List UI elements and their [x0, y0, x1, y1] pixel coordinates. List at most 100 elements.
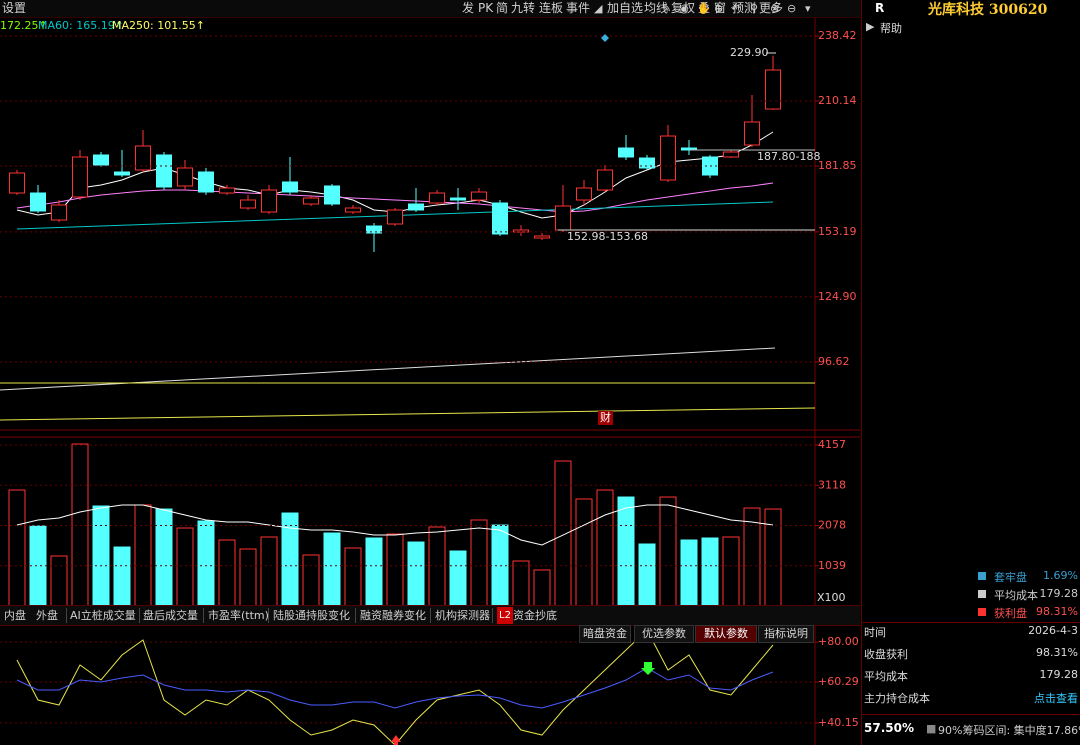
signal-up: [391, 735, 401, 745]
table-label: 时间: [864, 626, 886, 639]
volume-bar: [176, 527, 194, 607]
toolbar-icon[interactable]: ◉: [679, 2, 689, 15]
divider: [862, 714, 1080, 715]
tab-separator: [355, 608, 356, 623]
y-tick-label: 1039: [818, 559, 846, 572]
volume-bar: [344, 547, 362, 607]
toolbar-icon[interactable]: ✋: [697, 2, 711, 15]
toolbar-button[interactable]: 复权: [671, 1, 696, 15]
candle-body: [198, 171, 214, 193]
volume-bar: [428, 526, 446, 607]
tab-separator: [268, 608, 269, 623]
toolbar-button[interactable]: 发: [462, 1, 475, 15]
y-tick-label: 153.19: [818, 225, 857, 238]
tab[interactable]: 机构探测器: [435, 609, 490, 622]
toolbar-button[interactable]: 更多: [759, 1, 784, 15]
y-tick-label: +40.15: [818, 716, 859, 729]
volume-bar: [29, 525, 47, 607]
indicator-button[interactable]: 暗盘资金: [579, 625, 631, 643]
tab[interactable]: 陆股通持股变化: [273, 609, 350, 622]
indicator-line: [16, 629, 774, 745]
chip-square: ■: [926, 722, 937, 735]
right-panel: [861, 0, 1080, 745]
volume-bar: [722, 536, 740, 607]
y-tick-label: 2078: [818, 519, 846, 532]
candle-body: [93, 154, 109, 166]
table-value: 179.28: [1039, 668, 1079, 681]
tab[interactable]: AI立桩成交量: [70, 609, 136, 622]
volume-bar: [218, 539, 236, 607]
volume-bar: [113, 546, 131, 607]
y-tick-label: +80.00: [818, 635, 859, 648]
legend-value: 1.69%: [1043, 569, 1078, 582]
toolbar-icon[interactable]: ⚲: [750, 2, 759, 15]
y-tick-label: +60.29: [818, 675, 859, 688]
volume-bar: [680, 539, 698, 607]
unit-label: X100: [817, 591, 846, 604]
indicator-button[interactable]: 默认参数: [695, 625, 757, 643]
legend-value: 179.28: [1039, 587, 1079, 600]
tab[interactable]: 融资融券变化: [360, 609, 426, 622]
toolbar-button[interactable]: 叠: [698, 1, 711, 15]
legend-name: 获利盘: [994, 607, 1027, 620]
stock-title: 光库科技 300620: [928, 2, 1048, 18]
volume-bar: [596, 489, 614, 607]
toolbar-icon[interactable]: ⊕: [714, 2, 724, 15]
ma-legend-item: MA60: 165.19↑: [38, 19, 124, 32]
tab[interactable]: 外盘: [36, 609, 58, 622]
toolbar-button[interactable]: 窗: [714, 1, 727, 15]
table-value[interactable]: 点击查看: [1034, 692, 1078, 705]
ma-line: [0, 347, 776, 391]
toolbar-icon[interactable]: ⊗: [770, 2, 780, 15]
toolbar-button[interactable]: 连板: [539, 1, 564, 15]
toolbar-icon[interactable]: ✎: [662, 2, 672, 15]
ma-line: [0, 407, 815, 421]
tab[interactable]: 资金抄底: [513, 609, 557, 622]
candle-body: [303, 197, 319, 205]
marker: [601, 34, 609, 42]
annotation: 229.90: [730, 46, 769, 59]
volume-bar: [554, 460, 572, 607]
toolbar: [0, 0, 860, 18]
ma-legend-item: MA250: 101.55↑: [112, 19, 205, 32]
indicator-line: [16, 667, 774, 709]
toolbar-button[interactable]: 加自选: [607, 1, 644, 15]
candle-body: [387, 209, 403, 225]
tab[interactable]: 内盘: [4, 609, 26, 622]
tab-separator: [430, 608, 431, 623]
candle-body: [681, 147, 697, 151]
annotation: 152.98-153.68: [567, 230, 648, 243]
tab-separator: [492, 608, 493, 623]
legend-name: 平均成本: [994, 589, 1038, 602]
toolbar-button[interactable]: PK: [478, 1, 494, 15]
help-button[interactable]: 帮助: [880, 22, 902, 35]
y-tick-label: 181.85: [818, 159, 857, 172]
volume-bar: [470, 519, 488, 607]
legend-value: 98.31%: [1036, 605, 1078, 618]
y-tick-label: 4157: [818, 438, 846, 451]
candle-body: [555, 205, 571, 231]
volume-bar: [71, 443, 89, 607]
tab-separator: [139, 608, 140, 623]
toolbar-icon[interactable]: ↶: [731, 2, 741, 15]
tab[interactable]: 市盈率(ttm): [208, 609, 269, 622]
toolbar-button[interactable]: 预测: [732, 1, 757, 15]
toolbar-icon[interactable]: ⊖: [787, 2, 797, 15]
tab-separator: [203, 608, 204, 623]
toolbar-button[interactable]: 事件: [566, 1, 591, 15]
table-value: 98.31%: [1036, 646, 1078, 659]
candle-body: [51, 204, 67, 221]
toolbar-icon[interactable]: ▾: [805, 2, 811, 15]
volume-bar: [701, 537, 719, 607]
volume-bar: [407, 541, 425, 607]
toolbar-button[interactable]: 九转: [511, 1, 536, 15]
indicator-button[interactable]: 指标说明: [758, 625, 814, 643]
toolbar-button[interactable]: 简: [496, 1, 509, 15]
tab[interactable]: 盘后成交量: [143, 609, 198, 622]
indicator-button[interactable]: 优选参数: [634, 625, 694, 643]
toolbar-button[interactable]: 均线: [644, 1, 669, 15]
tab[interactable]: L2: [497, 607, 513, 624]
settings-button[interactable]: 设置: [2, 1, 27, 15]
toolbar-icon[interactable]: ◢: [594, 2, 603, 15]
